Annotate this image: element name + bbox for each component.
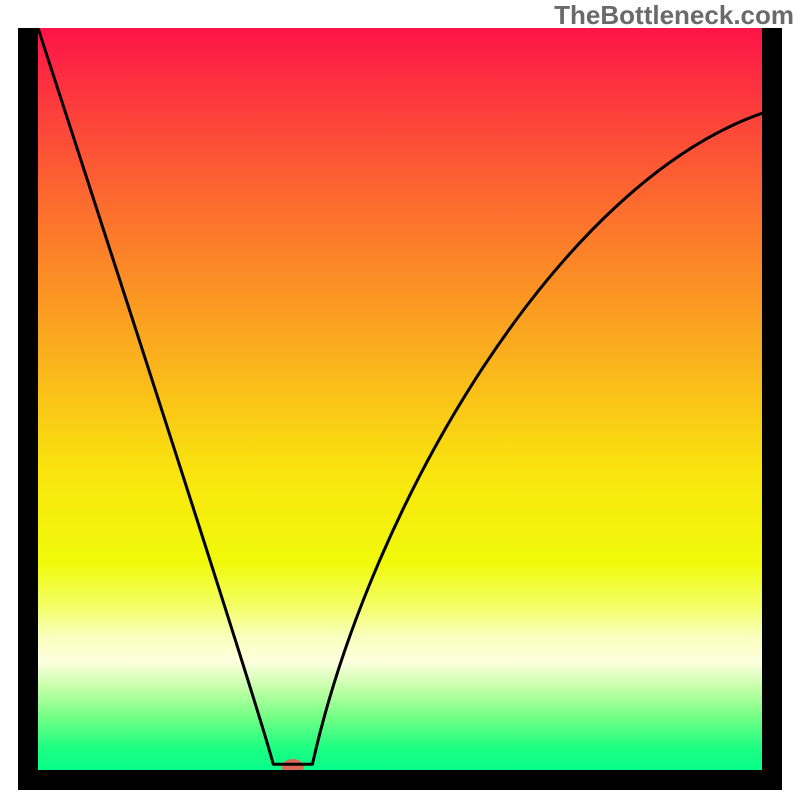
watermark-text: TheBottleneck.com: [554, 0, 794, 31]
plot-area: [38, 28, 762, 770]
chart-container: TheBottleneck.com: [0, 0, 800, 800]
frame-bottom: [18, 770, 782, 790]
frame-left: [18, 28, 38, 790]
gradient-background: [38, 28, 762, 770]
frame-right: [762, 28, 782, 790]
